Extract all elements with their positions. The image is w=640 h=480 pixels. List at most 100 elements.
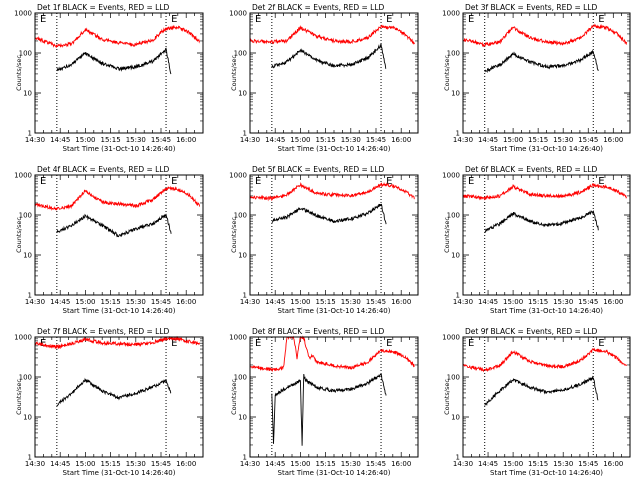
panel-title: Det 9f BLACK = Events, RED = LLD [465, 327, 598, 336]
plot-frame [249, 336, 419, 458]
y-tick-label: 10 [451, 414, 460, 422]
event-marker-e: E [468, 14, 474, 25]
x-tick-label: 15:45 [151, 460, 171, 468]
plot-frame [34, 12, 204, 134]
plot-frame [34, 174, 204, 296]
y-tick-label: 10 [238, 252, 247, 260]
x-tick-label: 15:15 [528, 298, 548, 306]
events-series-line [56, 377, 172, 407]
events-series-line [271, 373, 387, 446]
y-tick-label: 10 [23, 414, 32, 422]
x-tick-label: 14:30 [25, 136, 45, 144]
y-axis-label: Counts/sec [15, 217, 23, 253]
y-tick-label: 1000 [442, 334, 460, 342]
y-tick-label: 100 [19, 50, 32, 58]
x-tick-label: 15:15 [528, 136, 548, 144]
x-tick-label: 15:00 [503, 136, 523, 144]
lld-series-line [462, 182, 627, 201]
x-tick-label: 15:00 [290, 298, 310, 306]
x-tick-label: 15:30 [553, 298, 573, 306]
y-tick-label: 1 [456, 130, 460, 138]
lld-series-line [34, 24, 201, 49]
event-marker-e: E [386, 14, 392, 25]
y-tick-label: 100 [234, 374, 247, 382]
y-tick-label: 1000 [229, 172, 247, 180]
x-tick-label: 15:30 [126, 136, 146, 144]
x-tick-label: 15:30 [341, 136, 361, 144]
event-marker-e: E [598, 176, 604, 187]
x-tick-label: 15:30 [553, 460, 573, 468]
event-marker-e: E [468, 176, 474, 187]
panel-title: Det 2f BLACK = Events, RED = LLD [252, 3, 385, 12]
y-tick-label: 10 [23, 252, 32, 260]
detector-panel: Det 6f BLACK = Events, RED = LLD 1 10 100 10… [442, 165, 631, 315]
y-tick-label: 1 [243, 130, 247, 138]
x-tick-label: 15:45 [366, 460, 386, 468]
detector-panel: Det 1f BLACK = Events, RED = LLD 1 10 100 10… [14, 3, 204, 153]
x-tick-label: 15:45 [578, 460, 598, 468]
detector-panel: Det 5f BLACK = Events, RED = LLD 1 10 100 10… [229, 165, 419, 315]
x-tick-label: 15:00 [290, 136, 310, 144]
event-marker-e: E [468, 338, 474, 349]
x-tick-label: 14:30 [453, 136, 473, 144]
events-series-line [484, 375, 599, 407]
x-tick-label: 15:30 [126, 460, 146, 468]
event-marker-e: E [598, 338, 604, 349]
x-axis-label: Start Time (31-Oct-10 14:26:40) [63, 469, 176, 477]
plot-frame [249, 12, 419, 134]
plot-frame [462, 336, 631, 458]
y-axis-label: Counts/sec [230, 55, 238, 91]
y-tick-label: 1000 [14, 334, 32, 342]
event-marker-e: E [598, 14, 604, 25]
events-series-line [271, 43, 387, 70]
y-tick-label: 1 [28, 130, 32, 138]
plot-frame [462, 174, 631, 296]
panel-title: Det 1f BLACK = Events, RED = LLD [37, 3, 170, 12]
x-axis-label: Start Time (31-Oct-10 14:26:40) [63, 145, 176, 153]
event-marker-e: E [40, 14, 46, 25]
y-tick-label: 1000 [229, 334, 247, 342]
x-tick-label: 16:00 [176, 460, 196, 468]
x-tick-label: 15:00 [290, 460, 310, 468]
x-tick-label: 15:30 [553, 136, 573, 144]
x-tick-label: 15:45 [151, 298, 171, 306]
y-tick-label: 1 [243, 292, 247, 300]
event-marker-e: E [255, 176, 261, 187]
y-tick-label: 100 [447, 50, 460, 58]
x-tick-label: 15:00 [75, 136, 95, 144]
lld-series-line [249, 335, 415, 372]
y-tick-label: 1000 [442, 172, 460, 180]
y-tick-label: 100 [234, 50, 247, 58]
detector-panel: Det 9f BLACK = Events, RED = LLD 1 10 100 10… [442, 327, 631, 477]
x-tick-label: 14:45 [50, 460, 70, 468]
x-tick-label: 14:30 [25, 298, 45, 306]
x-tick-label: 16:00 [603, 298, 623, 306]
x-tick-label: 15:15 [316, 136, 336, 144]
events-series-line [484, 49, 599, 73]
x-tick-label: 16:00 [176, 298, 196, 306]
y-tick-label: 10 [238, 90, 247, 98]
y-tick-label: 1 [456, 454, 460, 462]
event-marker-e: E [40, 176, 46, 187]
y-tick-label: 1 [243, 454, 247, 462]
x-tick-label: 16:00 [391, 136, 411, 144]
event-marker-e: E [255, 14, 261, 25]
x-tick-label: 15:30 [341, 460, 361, 468]
x-tick-label: 15:45 [578, 298, 598, 306]
x-tick-label: 15:30 [126, 298, 146, 306]
y-tick-label: 1000 [14, 10, 32, 18]
events-series-line [271, 203, 387, 225]
y-tick-label: 10 [451, 252, 460, 260]
x-tick-label: 14:45 [265, 298, 285, 306]
x-tick-label: 15:00 [503, 460, 523, 468]
x-tick-label: 14:45 [478, 460, 498, 468]
y-tick-label: 10 [451, 90, 460, 98]
detector-panel: Det 3f BLACK = Events, RED = LLD 1 10 100 10… [442, 3, 631, 153]
lld-series-line [249, 182, 415, 202]
y-tick-label: 1 [456, 292, 460, 300]
x-tick-label: 15:45 [366, 136, 386, 144]
x-axis-label: Start Time (31-Oct-10 14:26:40) [490, 307, 603, 315]
y-tick-label: 10 [23, 90, 32, 98]
x-tick-label: 15:15 [101, 298, 121, 306]
